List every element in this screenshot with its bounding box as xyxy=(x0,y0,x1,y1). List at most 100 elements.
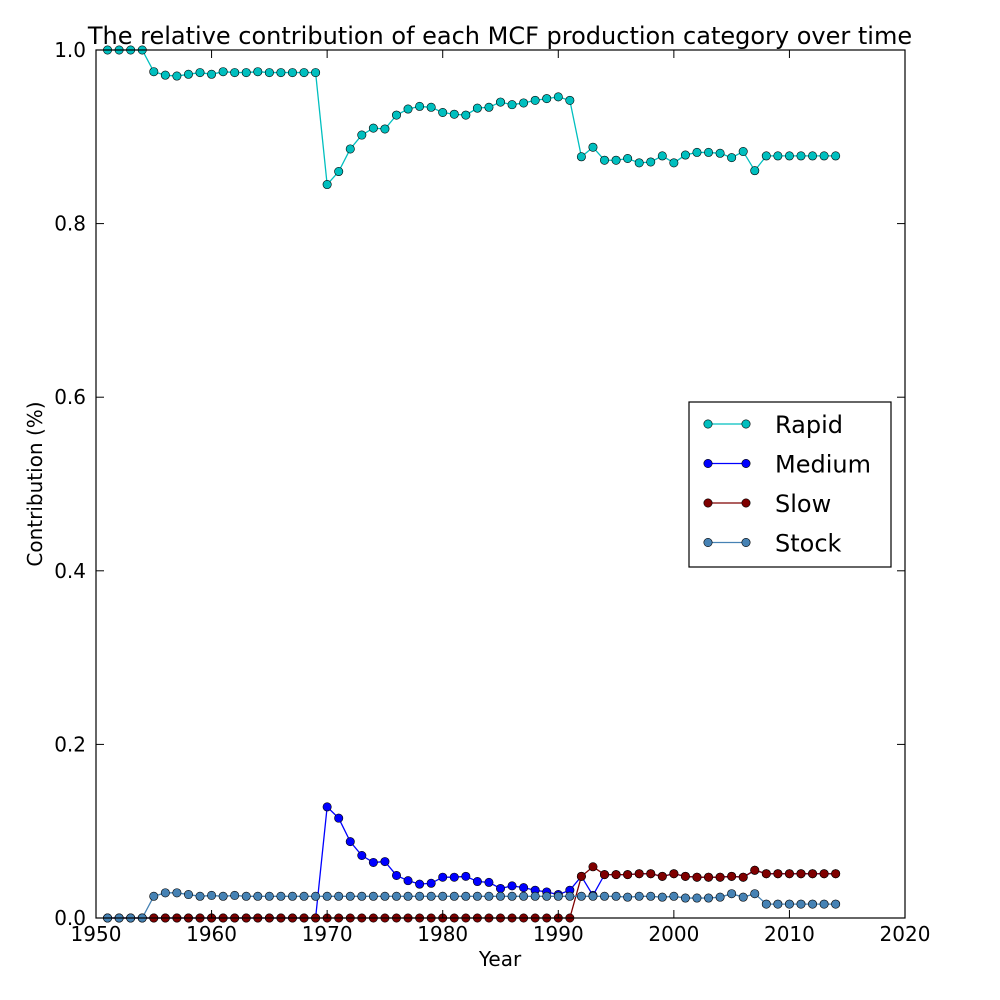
y-axis-label: Contribution (%) xyxy=(23,401,47,566)
x-tick-label: 2010 xyxy=(764,922,815,946)
data-point-stock xyxy=(819,899,829,909)
data-point-rapid xyxy=(322,180,332,190)
data-point-stock xyxy=(311,891,321,901)
data-point-stock xyxy=(808,899,818,909)
data-point-rapid xyxy=(484,102,494,112)
data-point-slow xyxy=(750,865,760,875)
data-point-stock xyxy=(415,891,425,901)
data-point-stock xyxy=(172,888,182,898)
data-point-rapid xyxy=(784,151,794,161)
legend-marker xyxy=(703,537,713,547)
legend-marker xyxy=(741,458,751,468)
data-point-stock xyxy=(588,891,598,901)
data-point-rapid xyxy=(819,151,829,161)
series-rapid xyxy=(103,45,841,190)
data-point-rapid xyxy=(380,124,390,134)
data-point-rapid xyxy=(796,151,806,161)
x-tick-label: 1950 xyxy=(71,922,122,946)
data-point-slow xyxy=(669,869,679,879)
data-point-stock xyxy=(218,891,228,901)
y-tick-label: 0.0 xyxy=(54,906,86,930)
data-point-rapid xyxy=(680,150,690,160)
data-point-rapid xyxy=(195,68,205,78)
data-point-rapid xyxy=(472,103,482,113)
data-point-slow xyxy=(819,869,829,879)
data-point-rapid xyxy=(426,102,436,112)
data-point-stock xyxy=(484,891,494,901)
data-point-medium xyxy=(484,877,494,887)
legend-label: Slow xyxy=(775,490,831,518)
data-point-slow xyxy=(773,869,783,879)
legend-entry-slow: Slow xyxy=(703,490,831,518)
data-point-rapid xyxy=(692,147,702,157)
data-point-rapid xyxy=(253,67,263,77)
data-point-stock xyxy=(299,891,309,901)
data-point-rapid xyxy=(715,148,725,158)
legend-entry-medium: Medium xyxy=(703,451,871,479)
data-point-rapid xyxy=(357,130,367,140)
series-line-rapid xyxy=(107,49,836,187)
data-point-rapid xyxy=(218,67,228,77)
data-point-stock xyxy=(357,891,367,901)
legend-label: Rapid xyxy=(775,411,843,439)
data-point-slow xyxy=(727,871,737,881)
y-tick-label: 0.6 xyxy=(54,385,86,409)
data-point-medium xyxy=(368,857,378,867)
data-point-rapid xyxy=(207,69,217,79)
data-point-stock xyxy=(727,889,737,899)
data-point-medium xyxy=(415,879,425,889)
data-point-stock xyxy=(426,891,436,901)
data-point-slow xyxy=(704,872,714,882)
legend-marker xyxy=(703,498,713,508)
data-point-stock xyxy=(345,891,355,901)
data-point-stock xyxy=(287,891,297,901)
plot-frame xyxy=(95,49,906,919)
data-point-medium xyxy=(426,878,436,888)
data-point-slow xyxy=(576,871,586,881)
data-point-stock xyxy=(576,891,586,901)
data-point-slow xyxy=(784,869,794,879)
legend-label: Stock xyxy=(775,530,842,558)
data-point-stock xyxy=(495,891,505,901)
data-point-rapid xyxy=(808,151,818,161)
data-point-rapid xyxy=(230,68,240,78)
data-point-stock xyxy=(207,890,217,900)
data-point-stock xyxy=(241,891,251,901)
data-point-stock xyxy=(461,891,471,901)
data-point-stock xyxy=(449,891,459,901)
data-point-stock xyxy=(149,891,159,901)
data-point-rapid xyxy=(750,166,760,176)
y-tick-label: 1.0 xyxy=(54,38,86,62)
data-point-rapid xyxy=(287,68,297,78)
data-point-stock xyxy=(519,891,529,901)
data-point-stock xyxy=(553,891,563,901)
data-point-rapid xyxy=(345,144,355,154)
data-point-rapid xyxy=(241,68,251,78)
axis-ticks: 1950 1960 1970 1980 1990 2000 2010 2020 0.0 0.2 0.… xyxy=(54,38,930,946)
data-point-slow xyxy=(808,869,818,879)
data-point-medium xyxy=(472,877,482,887)
data-point-rapid xyxy=(495,97,505,107)
data-point-medium xyxy=(334,813,344,823)
data-point-stock xyxy=(692,893,702,903)
data-point-medium xyxy=(403,876,413,886)
data-point-stock xyxy=(704,893,714,903)
legend-entry-rapid: Rapid xyxy=(703,411,843,439)
data-point-stock xyxy=(738,892,748,902)
data-point-medium xyxy=(449,872,459,882)
legend-label: Medium xyxy=(775,451,871,479)
data-point-stock xyxy=(253,891,263,901)
data-point-stock xyxy=(669,891,679,901)
data-point-stock xyxy=(264,891,274,901)
data-point-rapid xyxy=(553,92,563,102)
data-point-rapid xyxy=(311,68,321,78)
data-point-stock xyxy=(391,891,401,901)
x-tick-label: 1970 xyxy=(302,922,353,946)
data-point-rapid xyxy=(588,142,598,152)
data-point-rapid xyxy=(542,94,552,104)
legend-marker xyxy=(703,419,713,429)
x-tick-label: 2020 xyxy=(880,922,931,946)
data-point-stock xyxy=(322,891,332,901)
data-point-rapid xyxy=(704,147,714,157)
data-point-rapid xyxy=(761,151,771,161)
